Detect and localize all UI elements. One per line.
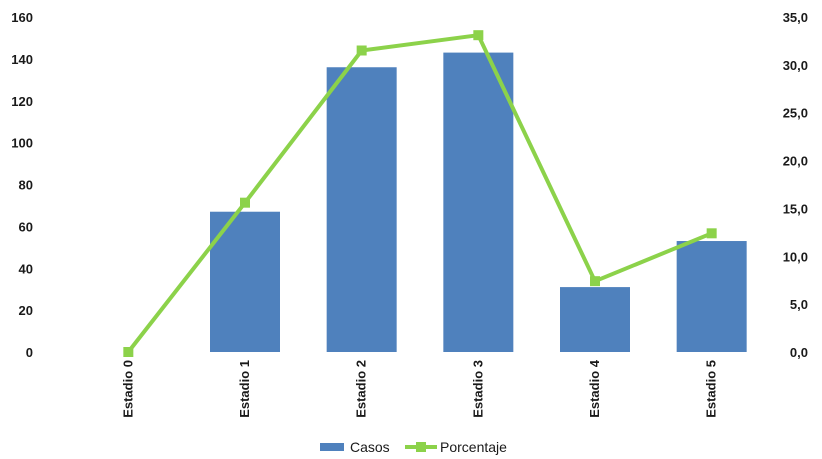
line-point xyxy=(123,347,134,357)
left-tick-label: 140 xyxy=(11,52,33,67)
line-point xyxy=(590,276,600,287)
series-line xyxy=(126,33,713,354)
legend-label-porcentaje: Porcentaje xyxy=(440,439,507,455)
line-point xyxy=(240,197,250,208)
right-axis: 0,0 5,0 10,0 15,0 20,0 25,0 30,0 35,0 xyxy=(783,10,808,360)
bar xyxy=(443,52,514,352)
category-label: Estadio 5 xyxy=(704,360,719,418)
right-tick-label: 20,0 xyxy=(783,154,808,169)
category-label: Estadio 0 xyxy=(120,360,135,418)
line-series-porcentaje xyxy=(123,30,717,357)
right-tick-label: 30,0 xyxy=(783,58,808,73)
left-tick-label: 40 xyxy=(19,261,33,276)
right-tick-label: 10,0 xyxy=(783,249,808,264)
category-axis: Estadio 0 Estadio 1 Estadio 2 Estadio 3 Esta… xyxy=(120,359,718,418)
right-tick-label: 25,0 xyxy=(783,106,808,121)
bar xyxy=(560,287,630,352)
left-tick-label: 20 xyxy=(19,303,33,318)
left-tick-label: 0 xyxy=(26,345,33,360)
bar xyxy=(676,241,747,352)
category-label: Estadio 1 xyxy=(237,360,252,418)
category-label: Estadio 4 xyxy=(587,359,602,418)
right-tick-label: 0,0 xyxy=(790,345,808,360)
left-tick-label: 80 xyxy=(19,178,33,193)
bar xyxy=(326,67,397,352)
right-tick-label: 35,0 xyxy=(783,10,808,25)
legend-swatch-porcentaje-marker xyxy=(416,442,426,452)
line-point xyxy=(706,228,717,239)
legend: Casos Porcentaje xyxy=(320,439,507,455)
bar-series-casos xyxy=(210,52,747,352)
left-tick-label: 120 xyxy=(11,94,33,109)
left-tick-label: 100 xyxy=(11,136,33,151)
right-tick-label: 15,0 xyxy=(783,201,808,216)
left-tick-label: 60 xyxy=(19,219,33,234)
line-point xyxy=(473,30,484,41)
right-tick-label: 5,0 xyxy=(790,297,808,312)
left-axis: 0 20 40 60 80 100 120 140 160 xyxy=(11,10,33,360)
legend-swatch-casos xyxy=(320,443,344,451)
left-tick-label: 160 xyxy=(11,10,33,25)
category-label: Estadio 3 xyxy=(470,360,485,418)
line-point xyxy=(356,45,367,56)
category-label: Estadio 2 xyxy=(354,360,369,418)
legend-label-casos: Casos xyxy=(350,439,390,455)
